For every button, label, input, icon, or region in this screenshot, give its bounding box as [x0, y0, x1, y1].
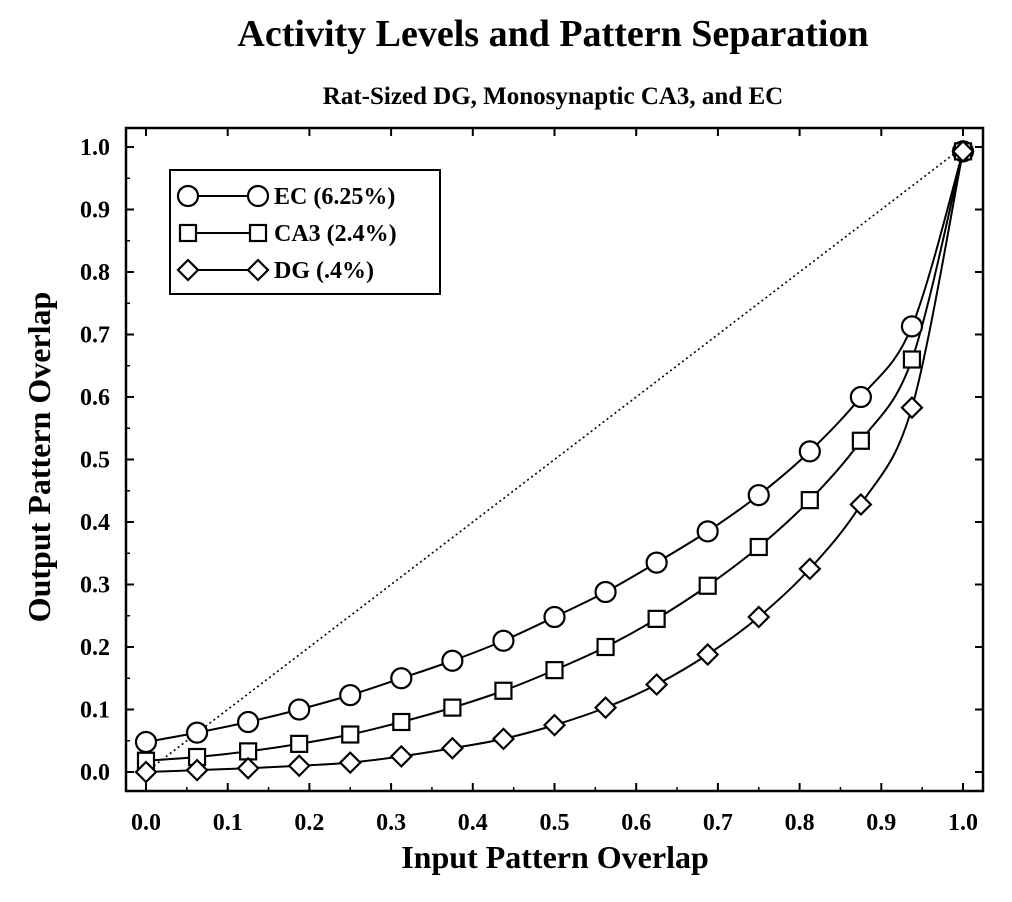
data-point-square — [800, 491, 819, 510]
data-point-square — [545, 661, 564, 680]
plot-area: 0.0 0.1 0.2 0.3 0.4 0.5 0.6 0.7 0.8 0.9 1.0 0.0 0.1 0… — [80, 126, 985, 836]
data-point-diamond — [440, 736, 464, 760]
data-point-square — [341, 725, 360, 744]
data-point-circle — [492, 629, 515, 652]
data-point-diamond — [594, 696, 618, 720]
y-tick-label: 0.9 — [80, 198, 110, 224]
chart-title: Activity Levels and Pattern Separation — [237, 13, 868, 55]
data-point-diamond — [491, 727, 515, 751]
data-point-square — [443, 698, 462, 717]
legend-label: CA3 (2.4%) — [274, 221, 397, 247]
data-point-circle — [849, 385, 872, 409]
data-point-circle — [339, 684, 362, 707]
data-point-circle — [185, 721, 209, 744]
data-point-circle — [288, 698, 311, 721]
chart-subtitle: Rat-Sized DG, Monosynaptic CA3, and EC — [323, 83, 783, 110]
x-tick-label: 0.1 — [213, 810, 243, 836]
data-point-diamond — [951, 139, 975, 163]
y-tick-label: 0.1 — [80, 698, 110, 724]
y-tick-label: 1.0 — [80, 135, 110, 161]
x-tick-label: 0.5 — [540, 810, 570, 836]
data-point-square — [851, 431, 870, 450]
y-tick-label: 0.6 — [80, 385, 110, 411]
data-point-diamond — [798, 557, 822, 581]
x-tick-label: 0.4 — [458, 810, 488, 836]
data-point-square — [494, 681, 513, 700]
legend-marker-circle — [246, 184, 270, 208]
data-point-square — [698, 576, 717, 595]
data-point-diamond — [287, 754, 311, 778]
y-axis-label: Output Pattern Overlap — [21, 292, 57, 623]
y-tick-label: 0.0 — [80, 760, 110, 786]
data-point-diamond — [696, 642, 720, 667]
y-tick-label: 0.3 — [80, 573, 110, 599]
y-tick-label: 0.8 — [80, 260, 110, 286]
legend-marker-square — [178, 223, 198, 243]
data-point-circle — [134, 730, 158, 754]
data-point-circle — [390, 667, 413, 690]
legend-label: DG (.4%) — [274, 258, 374, 284]
data-point-diamond — [849, 492, 873, 517]
legend-marker-diamond — [246, 258, 270, 282]
y-tick-label: 0.5 — [80, 448, 110, 474]
x-axis-label: Input Pattern Overlap — [401, 839, 709, 875]
data-point-square — [749, 537, 768, 557]
data-point-circle — [747, 484, 770, 507]
data-point-square — [392, 712, 411, 732]
x-tick-label: 0.6 — [621, 810, 651, 836]
data-point-diamond — [134, 760, 158, 784]
data-point-diamond — [542, 713, 567, 737]
legend-marker-circle — [176, 184, 200, 208]
data-point-circle — [696, 520, 719, 543]
data-point-square — [647, 609, 666, 628]
data-point-diamond — [236, 756, 260, 780]
data-point-circle — [441, 649, 464, 672]
x-tick-label: 1.0 — [948, 810, 978, 836]
data-point-circle — [645, 551, 668, 574]
y-tick-label: 0.4 — [80, 510, 110, 536]
data-point-circle — [798, 440, 821, 463]
data-point-circle — [594, 580, 617, 604]
x-tick-label: 0.8 — [785, 810, 815, 836]
y-tick-label: 0.2 — [80, 635, 110, 661]
data-point-square — [596, 637, 615, 657]
legend-marker-square — [248, 223, 268, 243]
data-point-circle — [237, 710, 260, 734]
reference-diagonal-line — [145, 146, 964, 773]
data-point-circle — [543, 605, 566, 629]
x-tick-label: 0.7 — [703, 810, 733, 836]
x-tick-label: 0.3 — [376, 810, 406, 836]
data-point-diamond — [389, 744, 413, 768]
legend-label: EC (6.25%) — [274, 184, 395, 210]
x-tick-label: 0.2 — [294, 810, 324, 836]
y-tick-label: 0.7 — [80, 323, 110, 349]
x-tick-label: 0.9 — [866, 810, 896, 836]
data-point-diamond — [747, 605, 771, 629]
data-point-diamond — [185, 758, 209, 782]
legend-marker-diamond — [176, 258, 200, 282]
data-point-circle — [900, 315, 924, 338]
x-tick-label: 0.0 — [131, 810, 161, 836]
data-point-diamond — [645, 672, 669, 697]
data-point-diamond — [338, 751, 362, 775]
data-point-square — [902, 350, 922, 369]
data-point-square — [290, 734, 309, 753]
data-point-diamond — [900, 396, 924, 420]
